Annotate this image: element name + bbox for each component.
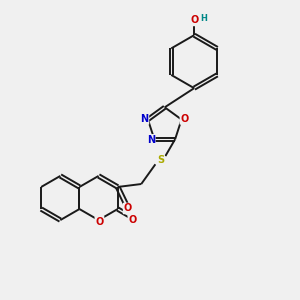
Text: H: H: [200, 14, 207, 22]
Text: N: N: [147, 135, 155, 145]
Text: O: O: [190, 15, 198, 26]
Text: O: O: [180, 114, 189, 124]
Text: O: O: [124, 203, 132, 214]
Text: O: O: [128, 214, 136, 225]
Text: S: S: [157, 155, 164, 166]
Text: O: O: [95, 217, 104, 226]
Text: N: N: [140, 114, 148, 124]
